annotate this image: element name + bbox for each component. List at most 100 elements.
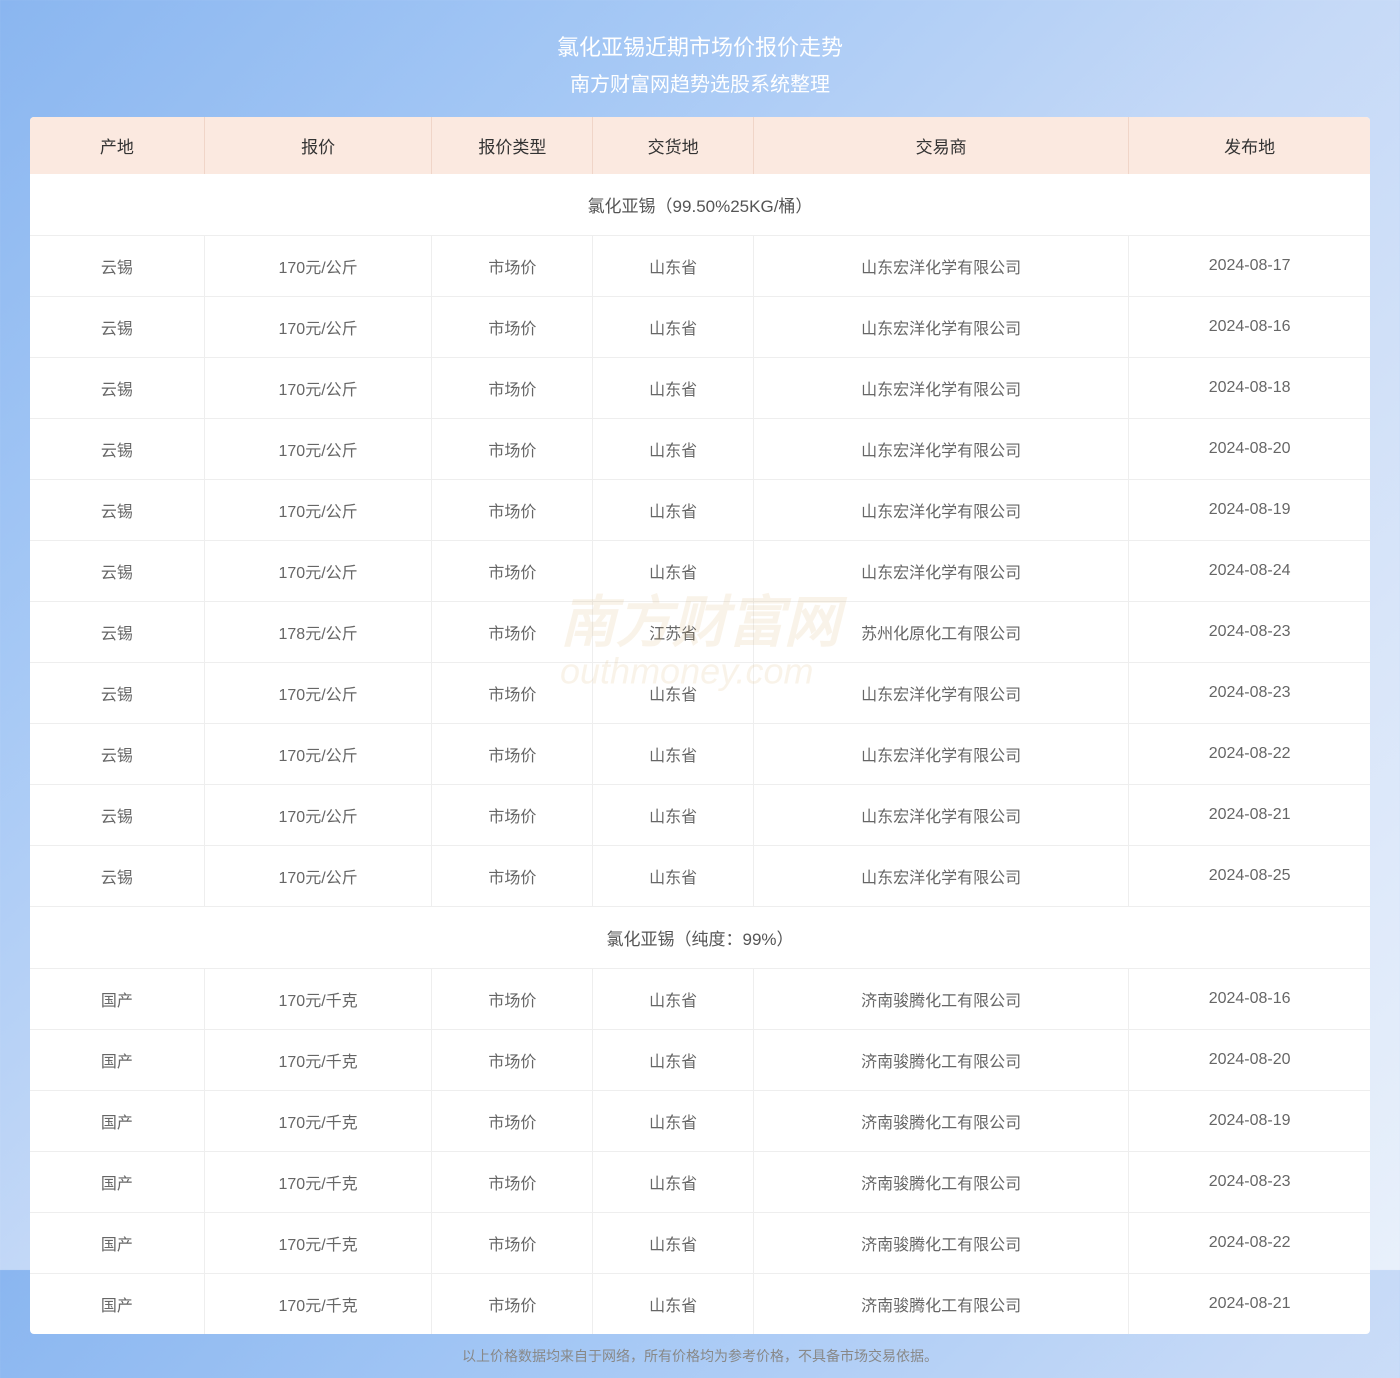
table-row: 云锡170元/公斤市场价山东省山东宏洋化学有限公司2024-08-24 bbox=[30, 541, 1370, 602]
table-row: 云锡170元/公斤市场价山东省山东宏洋化学有限公司2024-08-20 bbox=[30, 419, 1370, 480]
cell-delivery: 山东省 bbox=[593, 663, 754, 724]
price-table-container: 产地 报价 报价类型 交货地 交易商 发布地 氯化亚锡（99.50%25KG/桶… bbox=[30, 117, 1370, 1334]
cell-type: 市场价 bbox=[432, 297, 593, 358]
cell-delivery: 山东省 bbox=[593, 541, 754, 602]
cell-origin: 国产 bbox=[30, 1274, 204, 1335]
cell-price: 178元/公斤 bbox=[204, 602, 432, 663]
cell-type: 市场价 bbox=[432, 236, 593, 297]
cell-type: 市场价 bbox=[432, 480, 593, 541]
cell-origin: 云锡 bbox=[30, 358, 204, 419]
cell-origin: 国产 bbox=[30, 1213, 204, 1274]
cell-origin: 国产 bbox=[30, 1091, 204, 1152]
cell-date: 2024-08-23 bbox=[1129, 1152, 1370, 1213]
table-row: 云锡170元/公斤市场价山东省山东宏洋化学有限公司2024-08-22 bbox=[30, 724, 1370, 785]
cell-origin: 云锡 bbox=[30, 785, 204, 846]
cell-origin: 云锡 bbox=[30, 419, 204, 480]
table-row: 云锡178元/公斤市场价江苏省苏州化原化工有限公司2024-08-23 bbox=[30, 602, 1370, 663]
cell-price: 170元/公斤 bbox=[204, 297, 432, 358]
cell-date: 2024-08-22 bbox=[1129, 1213, 1370, 1274]
cell-dealer: 山东宏洋化学有限公司 bbox=[754, 480, 1129, 541]
cell-origin: 云锡 bbox=[30, 480, 204, 541]
cell-type: 市场价 bbox=[432, 419, 593, 480]
cell-dealer: 苏州化原化工有限公司 bbox=[754, 602, 1129, 663]
cell-type: 市场价 bbox=[432, 1152, 593, 1213]
cell-type: 市场价 bbox=[432, 1030, 593, 1091]
cell-dealer: 济南骏腾化工有限公司 bbox=[754, 969, 1129, 1030]
cell-delivery: 山东省 bbox=[593, 969, 754, 1030]
cell-delivery: 山东省 bbox=[593, 297, 754, 358]
cell-price: 170元/千克 bbox=[204, 1274, 432, 1335]
cell-delivery: 江苏省 bbox=[593, 602, 754, 663]
cell-date: 2024-08-23 bbox=[1129, 663, 1370, 724]
col-header-delivery: 交货地 bbox=[593, 117, 754, 174]
cell-delivery: 山东省 bbox=[593, 1152, 754, 1213]
cell-delivery: 山东省 bbox=[593, 846, 754, 907]
cell-delivery: 山东省 bbox=[593, 1213, 754, 1274]
cell-delivery: 山东省 bbox=[593, 1030, 754, 1091]
cell-date: 2024-08-16 bbox=[1129, 297, 1370, 358]
cell-origin: 云锡 bbox=[30, 236, 204, 297]
table-row: 国产170元/千克市场价山东省济南骏腾化工有限公司2024-08-22 bbox=[30, 1213, 1370, 1274]
cell-date: 2024-08-22 bbox=[1129, 724, 1370, 785]
cell-type: 市场价 bbox=[432, 541, 593, 602]
cell-price: 170元/千克 bbox=[204, 1030, 432, 1091]
table-header-row: 产地 报价 报价类型 交货地 交易商 发布地 bbox=[30, 117, 1370, 174]
cell-type: 市场价 bbox=[432, 785, 593, 846]
cell-price: 170元/公斤 bbox=[204, 358, 432, 419]
cell-origin: 国产 bbox=[30, 969, 204, 1030]
table-row: 云锡170元/公斤市场价山东省山东宏洋化学有限公司2024-08-17 bbox=[30, 236, 1370, 297]
col-header-dealer: 交易商 bbox=[754, 117, 1129, 174]
cell-origin: 云锡 bbox=[30, 541, 204, 602]
cell-origin: 云锡 bbox=[30, 602, 204, 663]
table-row: 国产170元/千克市场价山东省济南骏腾化工有限公司2024-08-23 bbox=[30, 1152, 1370, 1213]
section-header-row: 氯化亚锡（纯度：99%） bbox=[30, 907, 1370, 969]
col-header-price: 报价 bbox=[204, 117, 432, 174]
cell-price: 170元/千克 bbox=[204, 1091, 432, 1152]
cell-price: 170元/千克 bbox=[204, 1152, 432, 1213]
cell-dealer: 济南骏腾化工有限公司 bbox=[754, 1274, 1129, 1335]
cell-dealer: 济南骏腾化工有限公司 bbox=[754, 1091, 1129, 1152]
cell-origin: 国产 bbox=[30, 1030, 204, 1091]
cell-dealer: 济南骏腾化工有限公司 bbox=[754, 1152, 1129, 1213]
cell-type: 市场价 bbox=[432, 1213, 593, 1274]
cell-date: 2024-08-20 bbox=[1129, 1030, 1370, 1091]
cell-dealer: 山东宏洋化学有限公司 bbox=[754, 358, 1129, 419]
cell-price: 170元/公斤 bbox=[204, 419, 432, 480]
cell-type: 市场价 bbox=[432, 358, 593, 419]
cell-price: 170元/公斤 bbox=[204, 480, 432, 541]
cell-type: 市场价 bbox=[432, 1091, 593, 1152]
cell-type: 市场价 bbox=[432, 846, 593, 907]
cell-price: 170元/公斤 bbox=[204, 785, 432, 846]
cell-price: 170元/公斤 bbox=[204, 724, 432, 785]
cell-date: 2024-08-23 bbox=[1129, 602, 1370, 663]
cell-date: 2024-08-18 bbox=[1129, 358, 1370, 419]
cell-dealer: 山东宏洋化学有限公司 bbox=[754, 846, 1129, 907]
cell-date: 2024-08-21 bbox=[1129, 785, 1370, 846]
page-subtitle: 南方财富网趋势选股系统整理 bbox=[30, 68, 1370, 97]
cell-dealer: 山东宏洋化学有限公司 bbox=[754, 663, 1129, 724]
cell-date: 2024-08-19 bbox=[1129, 480, 1370, 541]
table-row: 国产170元/千克市场价山东省济南骏腾化工有限公司2024-08-20 bbox=[30, 1030, 1370, 1091]
cell-date: 2024-08-19 bbox=[1129, 1091, 1370, 1152]
cell-dealer: 济南骏腾化工有限公司 bbox=[754, 1213, 1129, 1274]
cell-type: 市场价 bbox=[432, 969, 593, 1030]
page-title: 氯化亚锡近期市场价报价走势 bbox=[30, 30, 1370, 62]
cell-origin: 国产 bbox=[30, 1152, 204, 1213]
section-header-row: 氯化亚锡（99.50%25KG/桶） bbox=[30, 174, 1370, 236]
section-title: 氯化亚锡（99.50%25KG/桶） bbox=[30, 174, 1370, 236]
cell-date: 2024-08-24 bbox=[1129, 541, 1370, 602]
table-row: 国产170元/千克市场价山东省济南骏腾化工有限公司2024-08-19 bbox=[30, 1091, 1370, 1152]
cell-dealer: 济南骏腾化工有限公司 bbox=[754, 1030, 1129, 1091]
table-row: 云锡170元/公斤市场价山东省山东宏洋化学有限公司2024-08-18 bbox=[30, 358, 1370, 419]
cell-type: 市场价 bbox=[432, 1274, 593, 1335]
cell-delivery: 山东省 bbox=[593, 480, 754, 541]
cell-date: 2024-08-21 bbox=[1129, 1274, 1370, 1335]
table-row: 国产170元/千克市场价山东省济南骏腾化工有限公司2024-08-21 bbox=[30, 1274, 1370, 1335]
cell-delivery: 山东省 bbox=[593, 419, 754, 480]
cell-origin: 云锡 bbox=[30, 846, 204, 907]
cell-price: 170元/千克 bbox=[204, 1213, 432, 1274]
cell-delivery: 山东省 bbox=[593, 236, 754, 297]
table-row: 云锡170元/公斤市场价山东省山东宏洋化学有限公司2024-08-16 bbox=[30, 297, 1370, 358]
cell-date: 2024-08-20 bbox=[1129, 419, 1370, 480]
cell-type: 市场价 bbox=[432, 602, 593, 663]
